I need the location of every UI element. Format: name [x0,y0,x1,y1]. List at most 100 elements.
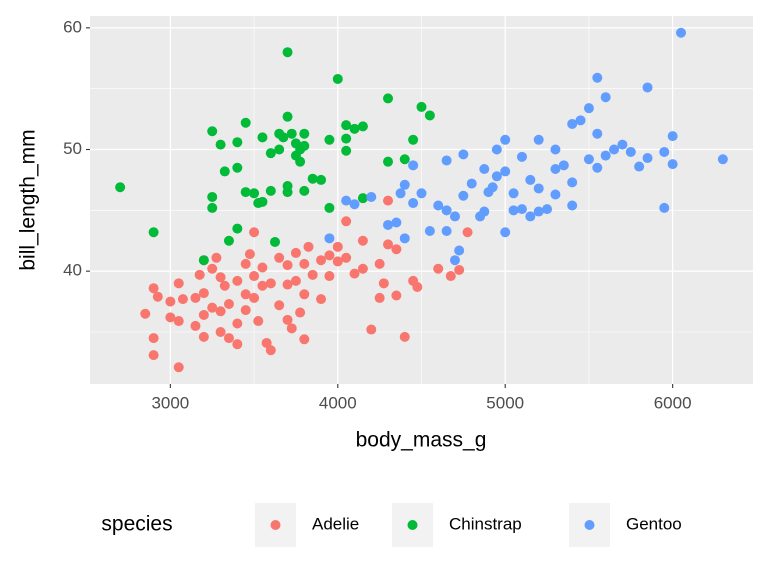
point [659,202,670,213]
point [525,174,536,185]
x-tick-label: 4000 [319,393,357,412]
point [253,316,264,327]
point [462,227,473,238]
point [299,140,310,151]
point [383,93,394,104]
point [550,163,561,174]
point [458,190,469,201]
point [383,195,394,206]
legend-marker [584,520,595,530]
point [249,188,260,199]
point [332,241,343,252]
point [676,27,687,38]
point [324,134,335,145]
point [303,241,314,252]
point [412,281,423,292]
point [249,271,260,282]
point [374,292,385,303]
point [341,133,352,144]
point [316,174,327,185]
point [324,250,335,261]
point [223,235,234,246]
point [479,206,490,217]
point [190,320,201,331]
legend-marker [407,520,418,530]
y-tick-label: 40 [63,261,82,280]
legend-label: Gentoo [626,514,682,533]
point [265,148,276,159]
point [659,146,670,157]
point [487,182,498,193]
point [575,115,586,126]
point [198,331,209,342]
point [316,255,327,266]
point [383,239,394,250]
point [341,252,352,263]
point [558,160,569,171]
point [479,163,490,174]
point [232,162,243,173]
point [240,187,251,198]
point [207,202,218,213]
point [219,280,230,291]
point [516,204,527,215]
point [219,166,230,177]
point [265,278,276,289]
point [282,111,293,122]
point [295,307,306,318]
point [378,278,389,289]
point [270,236,281,247]
point [244,249,255,260]
point [491,171,502,182]
point [399,233,410,244]
point [148,283,159,294]
point [416,101,427,112]
point [148,350,159,361]
point [508,205,519,216]
point [207,263,218,274]
point [449,211,460,222]
point [466,178,477,189]
x-tick-label: 5000 [486,393,524,412]
point [290,247,301,258]
point [165,312,176,323]
point [533,134,544,145]
point [240,258,251,269]
point [286,323,297,334]
point [207,302,218,313]
point [550,144,561,155]
point [282,279,293,290]
point [391,290,402,301]
x-axis-title: body_mass_g [356,429,487,452]
point [341,145,352,156]
point [357,193,368,204]
point [642,82,653,93]
point [449,255,460,266]
point [433,200,444,211]
point [215,326,226,337]
point [282,314,293,325]
point [265,185,276,196]
point [240,117,251,128]
point [316,294,327,305]
point [332,73,343,84]
point [299,289,310,300]
point [232,275,243,286]
point [441,205,452,216]
point [609,144,620,155]
point [286,128,297,139]
point [295,156,306,167]
point [500,166,511,177]
point [374,258,385,269]
point [223,333,234,344]
point [215,272,226,283]
point [542,204,553,215]
point [454,245,465,256]
point [148,227,159,238]
point [717,154,728,165]
point [357,263,368,274]
point [500,134,511,145]
point [278,132,289,143]
point [307,173,318,184]
point [257,196,268,207]
